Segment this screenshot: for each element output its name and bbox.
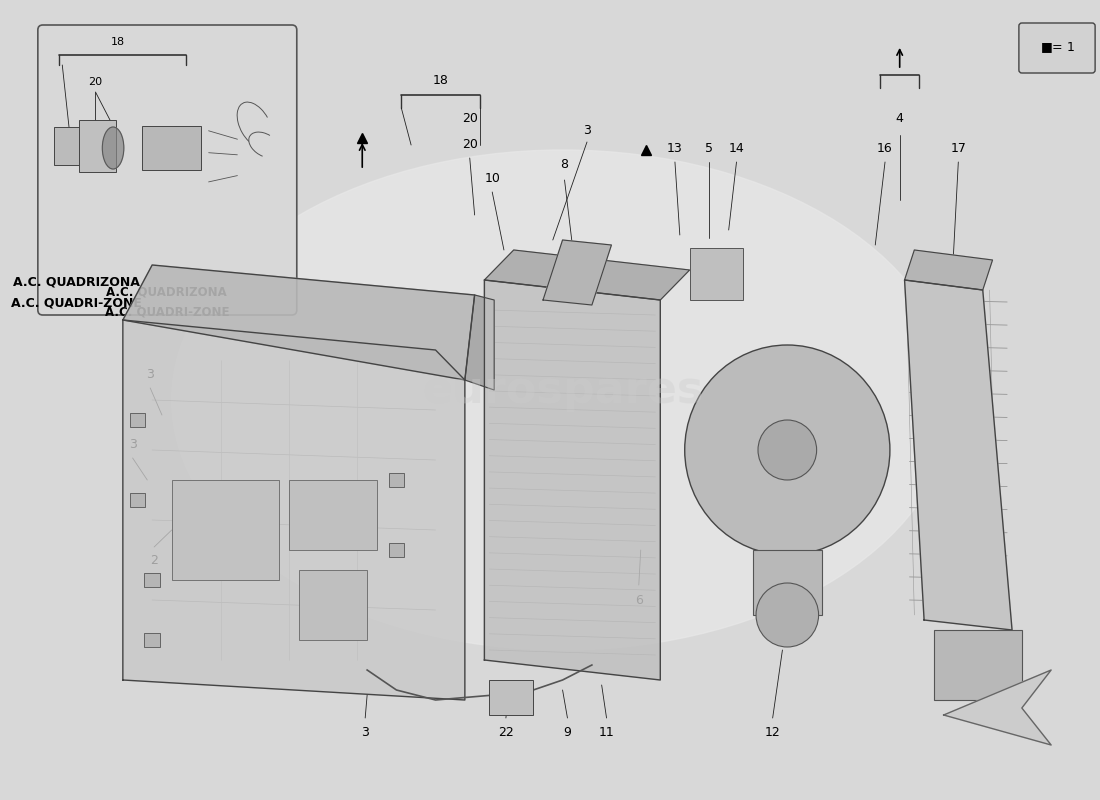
Text: A.C. QUADRI-ZONE: A.C. QUADRI-ZONE	[11, 297, 142, 310]
Text: 13: 13	[667, 142, 683, 154]
Ellipse shape	[172, 150, 954, 650]
Text: 17: 17	[950, 142, 966, 154]
Bar	[490, 680, 534, 715]
Bar	[289, 480, 377, 550]
Bar	[130, 493, 145, 507]
Text: 4: 4	[895, 111, 903, 125]
Text: 22: 22	[498, 726, 514, 738]
Text: A.C. QUADRI-ZONE: A.C. QUADRI-ZONE	[104, 306, 229, 318]
Polygon shape	[484, 250, 690, 300]
Polygon shape	[904, 250, 992, 290]
Text: 9: 9	[563, 726, 571, 738]
Polygon shape	[543, 240, 612, 305]
Ellipse shape	[166, 127, 187, 169]
Text: 5: 5	[705, 142, 713, 154]
Polygon shape	[904, 280, 1012, 630]
Polygon shape	[484, 280, 660, 680]
Circle shape	[756, 583, 818, 647]
Bar	[144, 573, 159, 587]
Circle shape	[684, 345, 890, 555]
Text: A.C. QUADRIZONA: A.C. QUADRIZONA	[107, 286, 228, 298]
Bar	[934, 630, 1022, 700]
Bar	[130, 413, 145, 427]
Circle shape	[758, 420, 816, 480]
FancyBboxPatch shape	[37, 25, 297, 315]
FancyBboxPatch shape	[1019, 23, 1096, 73]
Text: 20: 20	[88, 77, 102, 87]
Polygon shape	[123, 320, 465, 700]
Ellipse shape	[102, 127, 124, 169]
Text: 8: 8	[561, 158, 569, 171]
Text: 2: 2	[151, 554, 158, 566]
Text: 6: 6	[635, 594, 642, 606]
Bar	[79, 120, 116, 172]
Bar	[144, 633, 159, 647]
Polygon shape	[465, 295, 494, 390]
Bar	[142, 126, 201, 170]
Bar	[388, 473, 405, 487]
Bar	[388, 543, 405, 557]
Bar	[754, 550, 822, 615]
Text: A.C. QUADRIZONA: A.C. QUADRIZONA	[12, 275, 140, 289]
Text: 16: 16	[877, 142, 893, 154]
Text: 11: 11	[598, 726, 615, 738]
Text: 20: 20	[462, 138, 477, 151]
Text: 14: 14	[728, 142, 745, 154]
Text: 12: 12	[764, 726, 781, 738]
Polygon shape	[944, 670, 1052, 745]
Text: 18: 18	[111, 37, 125, 47]
Text: 18: 18	[432, 74, 449, 86]
Text: 3: 3	[146, 369, 154, 382]
Bar	[172, 480, 279, 580]
Bar	[690, 248, 744, 300]
Text: 20: 20	[462, 111, 477, 125]
Text: 3: 3	[583, 123, 591, 137]
Bar	[299, 570, 367, 640]
Text: 3: 3	[361, 726, 370, 738]
Text: $\blacksquare$= 1: $\blacksquare$= 1	[1040, 41, 1075, 55]
Text: 3: 3	[129, 438, 136, 451]
Text: 10: 10	[484, 171, 500, 185]
Text: eurospares: eurospares	[422, 369, 703, 411]
Polygon shape	[123, 265, 474, 380]
Bar	[55, 127, 108, 165]
